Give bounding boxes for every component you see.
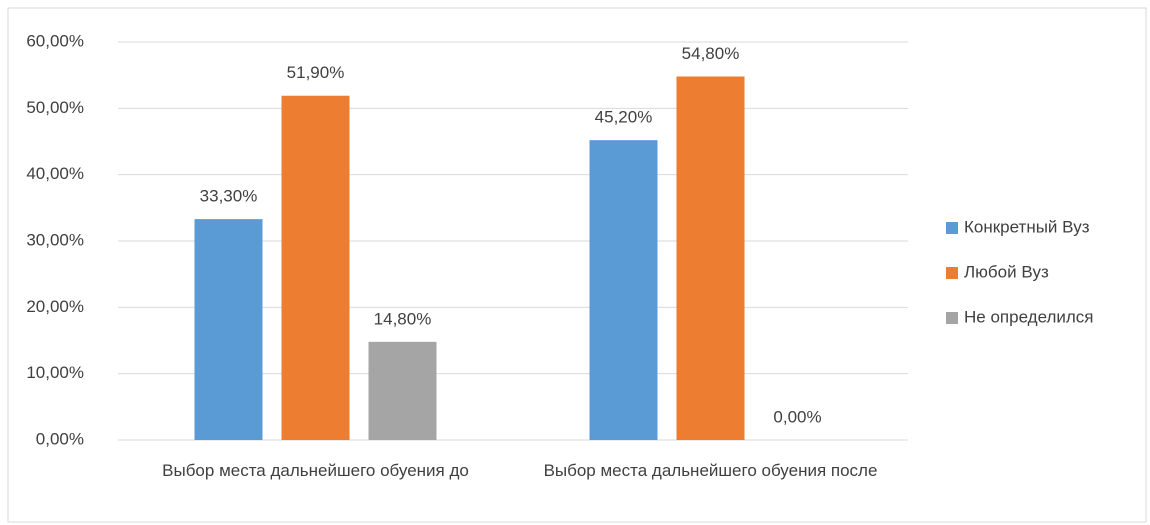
legend-label: Конкретный Вуз [964,217,1090,236]
bar [281,95,350,440]
legend-swatch [946,267,958,279]
y-tick-label: 20,00% [26,297,84,316]
bar [676,76,745,440]
y-tick-label: 60,00% [26,31,84,50]
bar [368,341,437,440]
data-label: 33,30% [200,187,258,206]
legend-label: Не определился [964,307,1094,326]
x-tick-label: Выбор места дальнейшего обуения после [543,461,878,480]
y-tick-label: 10,00% [26,363,84,382]
legend-swatch [946,222,958,234]
data-label: 0,00% [773,407,821,426]
legend-label: Любой Вуз [964,262,1049,281]
data-label: 14,80% [374,309,432,328]
legend-swatch [946,312,958,324]
bar [194,219,263,440]
y-tick-label: 30,00% [26,230,84,249]
y-tick-label: 0,00% [36,429,84,448]
x-tick-label: Выбор места дальнейшего обуения до [162,461,469,480]
bar [589,140,658,440]
data-label: 51,90% [287,63,345,82]
data-label: 54,80% [682,44,740,63]
y-tick-label: 50,00% [26,98,84,117]
y-tick-label: 40,00% [26,164,84,183]
data-label: 45,20% [595,108,653,127]
chart-border [7,7,1147,523]
